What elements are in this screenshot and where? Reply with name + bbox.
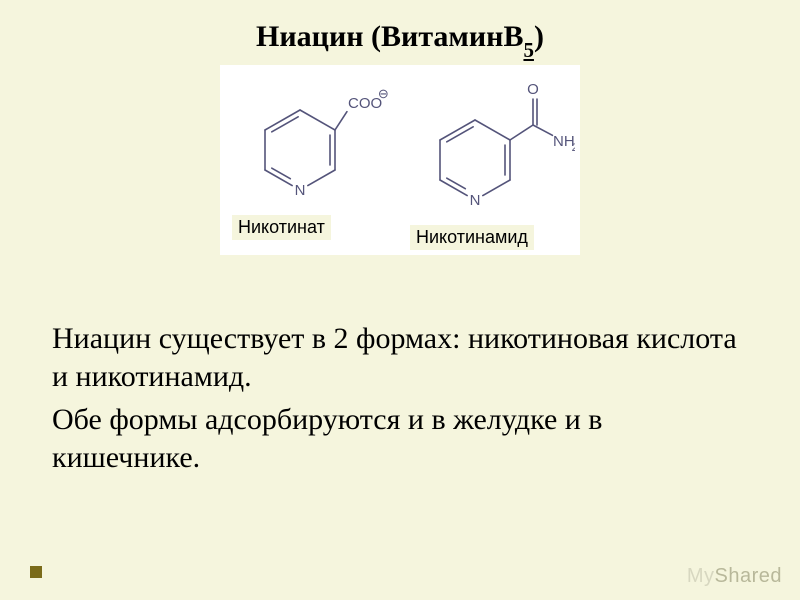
svg-text:O: O (527, 81, 539, 98)
watermark-left: My (687, 565, 715, 587)
accent-square (30, 566, 42, 578)
caption-nicotinate: Никотинат (232, 215, 331, 240)
svg-text:N: N (470, 192, 481, 209)
watermark: MyShared (687, 565, 782, 588)
title-paren-prefix: (Витамин (364, 20, 504, 53)
body-paragraph: Обе формы адсорбируются и в желудке и в … (52, 401, 752, 476)
body-paragraph: Ниацин существует в 2 формах: никотинова… (52, 320, 752, 395)
body-text: Ниацин существует в 2 формах: никотинова… (52, 320, 752, 482)
title-letter: В (503, 20, 523, 53)
slide-title: Ниацин (ВитаминВ5) (0, 20, 800, 59)
title-subscript: 5 (523, 38, 534, 62)
svg-text:⊖: ⊖ (378, 86, 389, 101)
molecule-svg: NONH2 (415, 75, 575, 250)
molecule-diagram: NCOO⊖ NONH2 Никотинат Никотинамид (220, 65, 580, 255)
watermark-right: Shared (715, 565, 783, 587)
caption-nicotinamide: Никотинамид (410, 225, 534, 250)
molecule-nicotinamide: NONH2 (415, 75, 575, 250)
svg-text:N: N (295, 182, 306, 199)
svg-text:2: 2 (572, 142, 575, 154)
title-name: Ниацин (256, 20, 363, 53)
title-paren-suffix: ) (534, 20, 544, 53)
